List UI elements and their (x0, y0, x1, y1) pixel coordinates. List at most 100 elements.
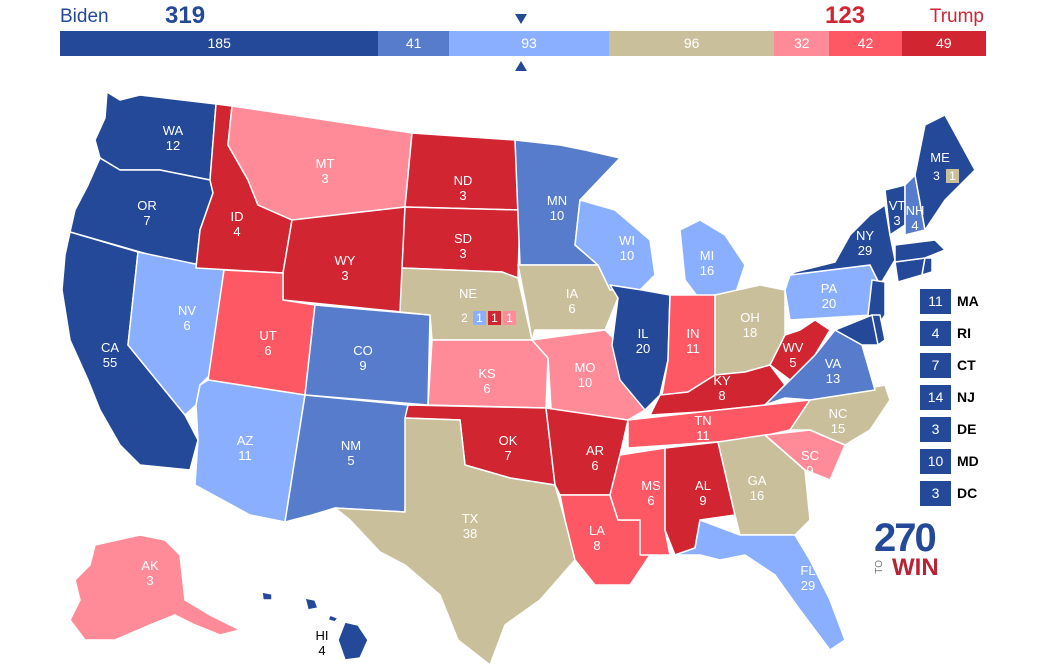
state-sc[interactable] (764, 429, 846, 481)
state-label-mi: MI (700, 248, 714, 263)
ne-district-2[interactable]: 1 (488, 311, 501, 325)
us-electoral-map: WA12OR7CA55NV6ID4MT3WY3UT6AZ11CO9NM5ND3S… (61, 91, 976, 666)
state-ev-mi: 16 (700, 263, 714, 278)
state-ev-hi: 4 (318, 643, 325, 658)
state-label-az: AZ (237, 433, 254, 448)
state-label-tx: TX (462, 511, 479, 526)
ne-district-1[interactable]: 1 (473, 311, 486, 325)
state-label-ny: NY (856, 228, 874, 243)
state-ev-wa: 12 (166, 138, 180, 153)
state-label-ky: KY (713, 373, 731, 388)
ne-district-0[interactable]: 2 (461, 311, 468, 325)
state-ev-la: 8 (593, 538, 600, 553)
state-mi[interactable] (679, 219, 746, 301)
state-label-wa: WA (163, 123, 184, 138)
state-label-hi: HI (316, 628, 329, 643)
270towin-logo: 270 TO WIN (874, 518, 954, 582)
rating-segment-lean-rep[interactable]: 32 (774, 31, 830, 56)
logo-number: 270 (874, 516, 937, 560)
biden-label: Biden (60, 6, 109, 27)
state-ev-oh: 18 (743, 325, 757, 340)
state-ev-ky: 8 (718, 388, 725, 403)
state-label-mn: MN (547, 193, 567, 208)
state-ev-tn: 11 (696, 428, 710, 443)
state-label-sc: SC (801, 448, 819, 463)
small-state-abbr: RI (957, 325, 971, 341)
small-state-abbr: NJ (957, 389, 975, 405)
state-wv[interactable] (769, 319, 831, 381)
state-label-mo: MO (575, 360, 596, 375)
state-de[interactable] (871, 314, 886, 346)
rating-segment-tossup[interactable]: 96 (609, 31, 775, 56)
state-ev-sd: 3 (459, 246, 466, 261)
state-ev-ia: 6 (568, 301, 575, 316)
state-label-la: LA (589, 523, 605, 538)
state-label-ok: OK (499, 433, 518, 448)
state-hi[interactable] (261, 591, 369, 661)
state-me[interactable] (914, 114, 976, 231)
state-ev-ks: 6 (483, 381, 490, 396)
state-ev-ut: 6 (264, 343, 271, 358)
small-state-ev[interactable]: 3 (920, 416, 951, 442)
state-label-nd: ND (454, 173, 473, 188)
me-district-1[interactable]: 1 (946, 169, 959, 183)
small-state-nj[interactable]: 14 NJ (920, 384, 979, 410)
state-ev-nh: 4 (911, 218, 918, 233)
state-ev-al: 9 (699, 493, 706, 508)
state-il[interactable] (609, 284, 671, 411)
270-marker-top-icon (515, 14, 527, 24)
small-state-ev[interactable]: 4 (920, 320, 951, 346)
state-ev-mo: 10 (578, 375, 592, 390)
state-ev-ar: 6 (591, 458, 598, 473)
small-state-ev[interactable]: 7 (920, 352, 951, 378)
state-ev-il: 20 (636, 341, 650, 356)
state-ks[interactable] (427, 339, 549, 409)
small-state-de[interactable]: 3 DE (920, 416, 979, 442)
state-wy[interactable] (282, 206, 406, 313)
ne-district-3[interactable]: 1 (503, 311, 516, 325)
small-state-dc[interactable]: 3 DC (920, 480, 979, 506)
small-state-ev[interactable]: 3 (920, 480, 951, 506)
state-label-ms: MS (641, 478, 661, 493)
state-ev-mn: 10 (550, 208, 564, 223)
state-ev-az: 11 (238, 448, 252, 463)
small-state-ev[interactable]: 14 (920, 384, 951, 410)
small-state-abbr: DE (957, 421, 977, 437)
small-states-list: 11 MA 4 RI 7 CT 14 NJ 3 DE 10 MD 3 DC (920, 288, 979, 512)
rating-segment-likely-dem[interactable]: 41 (378, 31, 449, 56)
state-ev-nd: 3 (459, 188, 466, 203)
state-label-ga: GA (748, 473, 767, 488)
rating-segment-safe-rep[interactable]: 49 (901, 31, 986, 56)
small-state-ev[interactable]: 10 (920, 448, 951, 474)
me-district-0[interactable]: 3 (933, 169, 940, 183)
state-ma[interactable] (894, 239, 946, 263)
rating-segment-safe-dem[interactable]: 185 (60, 31, 379, 56)
state-ak[interactable] (69, 534, 241, 641)
state-label-nh: NH (906, 203, 925, 218)
state-ev-sc: 9 (806, 463, 813, 478)
small-state-ev[interactable]: 11 (920, 288, 951, 314)
small-state-ct[interactable]: 7 CT (920, 352, 979, 378)
small-state-md[interactable]: 10 MD (920, 448, 979, 474)
small-state-ri[interactable]: 4 RI (920, 320, 979, 346)
state-ev-wi: 10 (620, 248, 634, 263)
logo-to: TO (874, 560, 885, 574)
small-state-abbr: DC (957, 485, 978, 501)
small-state-abbr: MA (957, 293, 979, 309)
state-label-co: CO (353, 343, 373, 358)
state-ri[interactable] (921, 257, 933, 276)
state-fl[interactable] (674, 519, 846, 651)
state-tx[interactable] (334, 417, 576, 666)
state-md[interactable] (834, 314, 881, 346)
rating-segment-likely-rep[interactable]: 42 (829, 31, 902, 56)
state-label-wy: WY (335, 253, 356, 268)
state-label-or: OR (137, 198, 157, 213)
rating-segment-lean-dem[interactable]: 93 (448, 31, 610, 56)
state-label-in: IN (687, 326, 700, 341)
small-state-ma[interactable]: 11 MA (920, 288, 979, 314)
state-label-ar: AR (586, 443, 604, 458)
state-ev-ms: 6 (647, 493, 654, 508)
state-ky[interactable] (649, 364, 786, 416)
state-ev-wy: 3 (341, 268, 348, 283)
state-label-ne: NE (459, 286, 477, 301)
